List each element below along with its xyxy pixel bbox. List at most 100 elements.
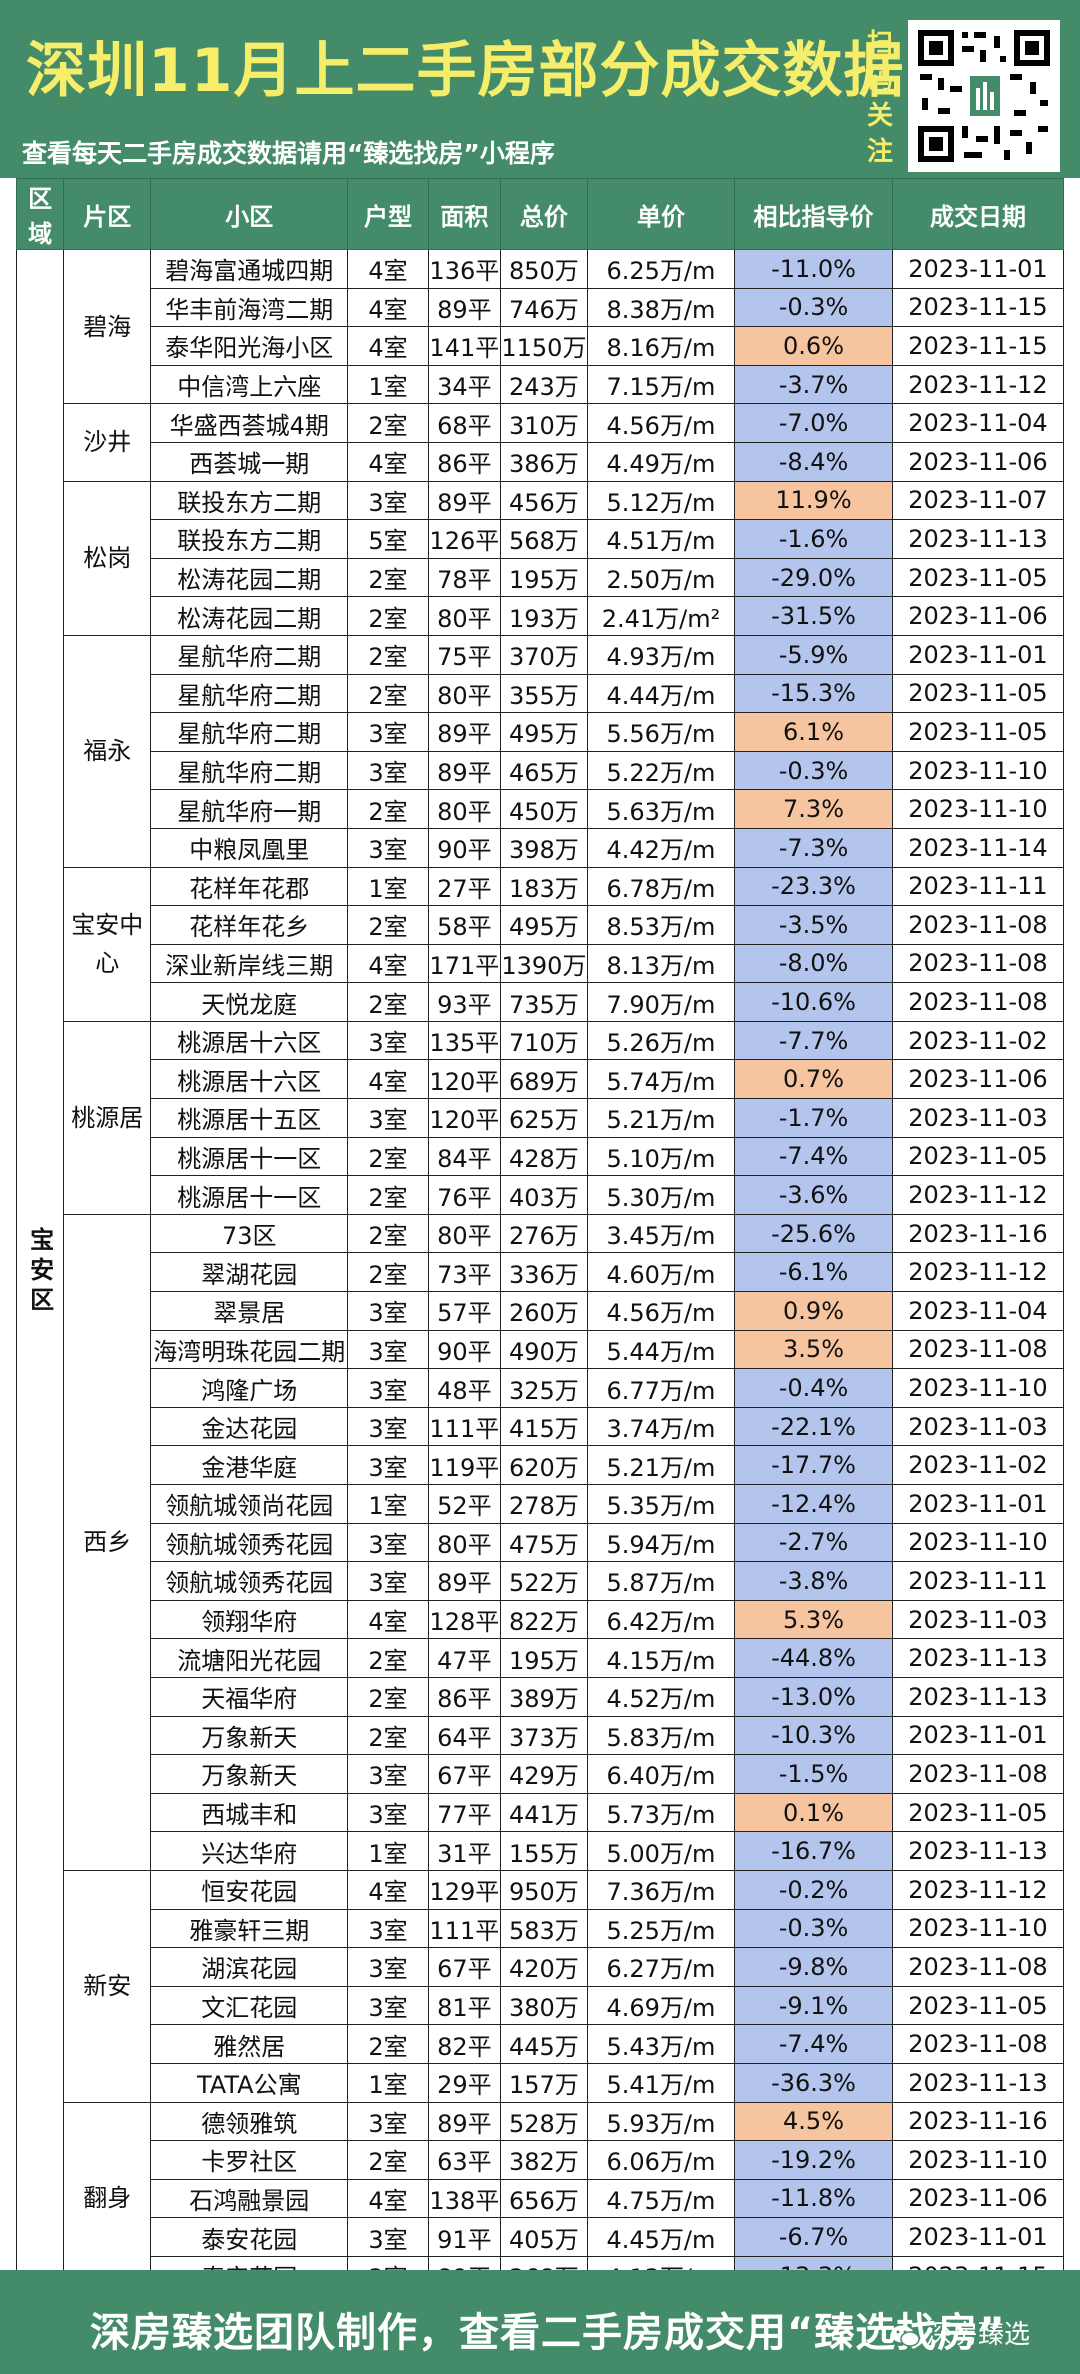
size-cell: 93平 — [427, 982, 502, 1022]
deal-date-cell: 2023-11-05 — [891, 557, 1065, 598]
total-price-cell: 445万 — [500, 2024, 588, 2064]
layout-cell: 2室 — [347, 1136, 429, 1177]
area-cell: 松岗 — [63, 480, 152, 636]
qr-code-icon[interactable] — [908, 20, 1060, 172]
total-price-cell: 950万 — [500, 1869, 588, 1910]
column-header-unit-price[interactable]: 单价 — [586, 178, 736, 250]
community-cell: 中粮凤凰里 — [150, 827, 349, 868]
table-row: 松岗 联投东方二期 3室 89平 456万 5.12万/m 11.9% 2023-11-07 — [17, 480, 1065, 636]
table-row: 中粮凤凰里 3室 90平 398万 4.42万/m -7.3% 2023-11-14 — [17, 827, 1065, 868]
deal-date-cell: 2023-11-12 — [891, 1252, 1065, 1293]
layout-cell: 4室 — [347, 287, 429, 328]
table-row: 泰华阳光海小区 4室 141平 1150万 8.16万/m 0.6% 2023-11-15 — [17, 326, 1065, 366]
deal-date-cell: 2023-11-07 — [891, 480, 1065, 521]
column-header-total-price[interactable]: 总价 — [500, 178, 588, 250]
deal-date-cell: 2023-11-05 — [891, 1985, 1065, 2026]
layout-cell: 2室 — [347, 1715, 429, 1756]
layout-cell: 3室 — [347, 1020, 429, 1061]
total-price-cell: 735万 — [500, 982, 588, 1022]
community-cell: 星航华府二期 — [150, 750, 349, 791]
unit-price-cell: 5.83万/m — [586, 1715, 736, 1756]
layout-cell: 3室 — [347, 1291, 429, 1331]
layout-cell: 3室 — [347, 750, 429, 791]
community-cell: 恒安花园 — [150, 1869, 349, 1910]
unit-price-cell: 7.90万/m — [586, 982, 736, 1022]
unit-price-cell: 4.69万/m — [586, 1985, 736, 2026]
column-header-layout[interactable]: 户型 — [347, 178, 429, 250]
community-cell: 领航城领尚花园 — [150, 1484, 349, 1524]
layout-cell: 3室 — [347, 1792, 429, 1833]
community-cell: 73区 — [150, 1213, 349, 1254]
layout-cell: 3室 — [347, 1445, 429, 1485]
community-cell: 华盛西荟城4期 — [150, 403, 349, 443]
deal-date-cell: 2023-11-10 — [891, 2140, 1065, 2180]
vs-guide-price-cell: 0.6% — [734, 326, 893, 366]
deal-date-cell: 2023-11-10 — [891, 750, 1065, 791]
total-price-cell: 155万 — [500, 1831, 588, 1871]
deal-date-cell: 2023-11-02 — [891, 1445, 1065, 1485]
table-row: 西乡 73区 2室 80平 276万 3.45万/m -25.6% 2023-11-16 — [17, 1213, 1065, 1871]
community-cell: 深业新岸线三期 — [150, 943, 349, 984]
community-cell: 中信湾上六座 — [150, 364, 349, 405]
area-cell: 西乡 — [63, 1213, 152, 1871]
layout-cell: 3室 — [347, 1329, 429, 1370]
vs-guide-price-cell: -15.3% — [734, 673, 893, 714]
unit-price-cell: 5.63万/m — [586, 789, 736, 829]
column-header-community[interactable]: 小区 — [150, 178, 349, 250]
header-banner: 深圳11月上二手房部分成交数据 查看每天二手房成交数据请用“臻选找房”小程序 扫… — [0, 0, 1080, 178]
unit-price-cell: 5.30万/m — [586, 1175, 736, 1215]
vs-guide-price-cell: -29.0% — [734, 557, 893, 598]
size-cell: 48平 — [427, 1368, 502, 1408]
total-price-cell: 625万 — [500, 1098, 588, 1138]
district-cell: 宝安区 — [15, 248, 65, 2296]
unit-price-cell: 5.21万/m — [586, 1445, 736, 1485]
vs-guide-price-cell: 4.5% — [734, 2101, 893, 2142]
column-header-deal-date[interactable]: 成交日期 — [891, 178, 1065, 250]
table-row: 流塘阳光花园 2室 47平 195万 4.15万/m -44.8% 2023-11-13 — [17, 1638, 1065, 1678]
deal-date-cell: 2023-11-11 — [891, 866, 1065, 907]
size-cell: 86平 — [427, 441, 502, 482]
community-cell: 西荟城一期 — [150, 441, 349, 482]
unit-price-cell: 8.13万/m — [586, 943, 736, 984]
unit-price-cell: 3.74万/m — [586, 1406, 736, 1447]
area-cell: 翻身 — [63, 2101, 152, 2296]
deal-date-cell: 2023-11-06 — [891, 441, 1065, 482]
vs-guide-price-cell: -23.3% — [734, 866, 893, 907]
deal-date-cell: 2023-11-08 — [891, 1947, 1065, 1987]
column-header-district[interactable]: 区域 — [15, 178, 65, 250]
vs-guide-price-cell: -9.1% — [734, 1985, 893, 2026]
layout-cell: 2室 — [347, 2024, 429, 2064]
unit-price-cell: 5.26万/m — [586, 1020, 736, 1061]
table-row: 翠湖花园 2室 73平 336万 4.60万/m -6.1% 2023-11-12 — [17, 1252, 1065, 1293]
unit-price-cell: 5.22万/m — [586, 750, 736, 791]
layout-cell: 3室 — [347, 712, 429, 752]
layout-cell: 3室 — [347, 1947, 429, 1987]
layout-cell: 4室 — [347, 2178, 429, 2219]
unit-price-cell: 6.27万/m — [586, 1947, 736, 1987]
column-header-area[interactable]: 片区 — [63, 178, 152, 250]
vs-guide-price-cell: 3.5% — [734, 1329, 893, 1370]
table-row: 桃源居十五区 3室 120平 625万 5.21万/m -1.7% 2023-11-03 — [17, 1098, 1065, 1138]
column-header-vs-guide-price[interactable]: 相比指导价 — [734, 178, 893, 250]
unit-price-cell: 6.42万/m — [586, 1599, 736, 1640]
community-cell: 金港华庭 — [150, 1445, 349, 1485]
total-price-cell: 276万 — [500, 1213, 588, 1254]
unit-price-cell: 6.78万/m — [586, 866, 736, 907]
vs-guide-price-cell: -10.3% — [734, 1715, 893, 1756]
layout-cell: 2室 — [347, 982, 429, 1022]
table-row: 深业新岸线三期 4室 171平 1390万 8.13万/m -8.0% 2023-11-08 — [17, 943, 1065, 984]
community-cell: 联投东方二期 — [150, 480, 349, 521]
table-row: 翠景居 3室 57平 260万 4.56万/m 0.9% 2023-11-04 — [17, 1291, 1065, 1331]
layout-cell: 2室 — [347, 1213, 429, 1254]
layout-cell: 2室 — [347, 789, 429, 829]
unit-price-cell: 4.15万/m — [586, 1638, 736, 1678]
size-cell: 80平 — [427, 673, 502, 714]
area-cell: 沙井 — [63, 403, 152, 482]
community-cell: 天悦龙庭 — [150, 982, 349, 1022]
deal-date-cell: 2023-11-13 — [891, 1831, 1065, 1871]
community-cell: 领翔华府 — [150, 1599, 349, 1640]
column-header-size[interactable]: 面积 — [427, 178, 502, 250]
table-row: 西城丰和 3室 77平 441万 5.73万/m 0.1% 2023-11-05 — [17, 1792, 1065, 1833]
community-cell: 万象新天 — [150, 1754, 349, 1794]
total-price-cell: 195万 — [500, 1638, 588, 1678]
